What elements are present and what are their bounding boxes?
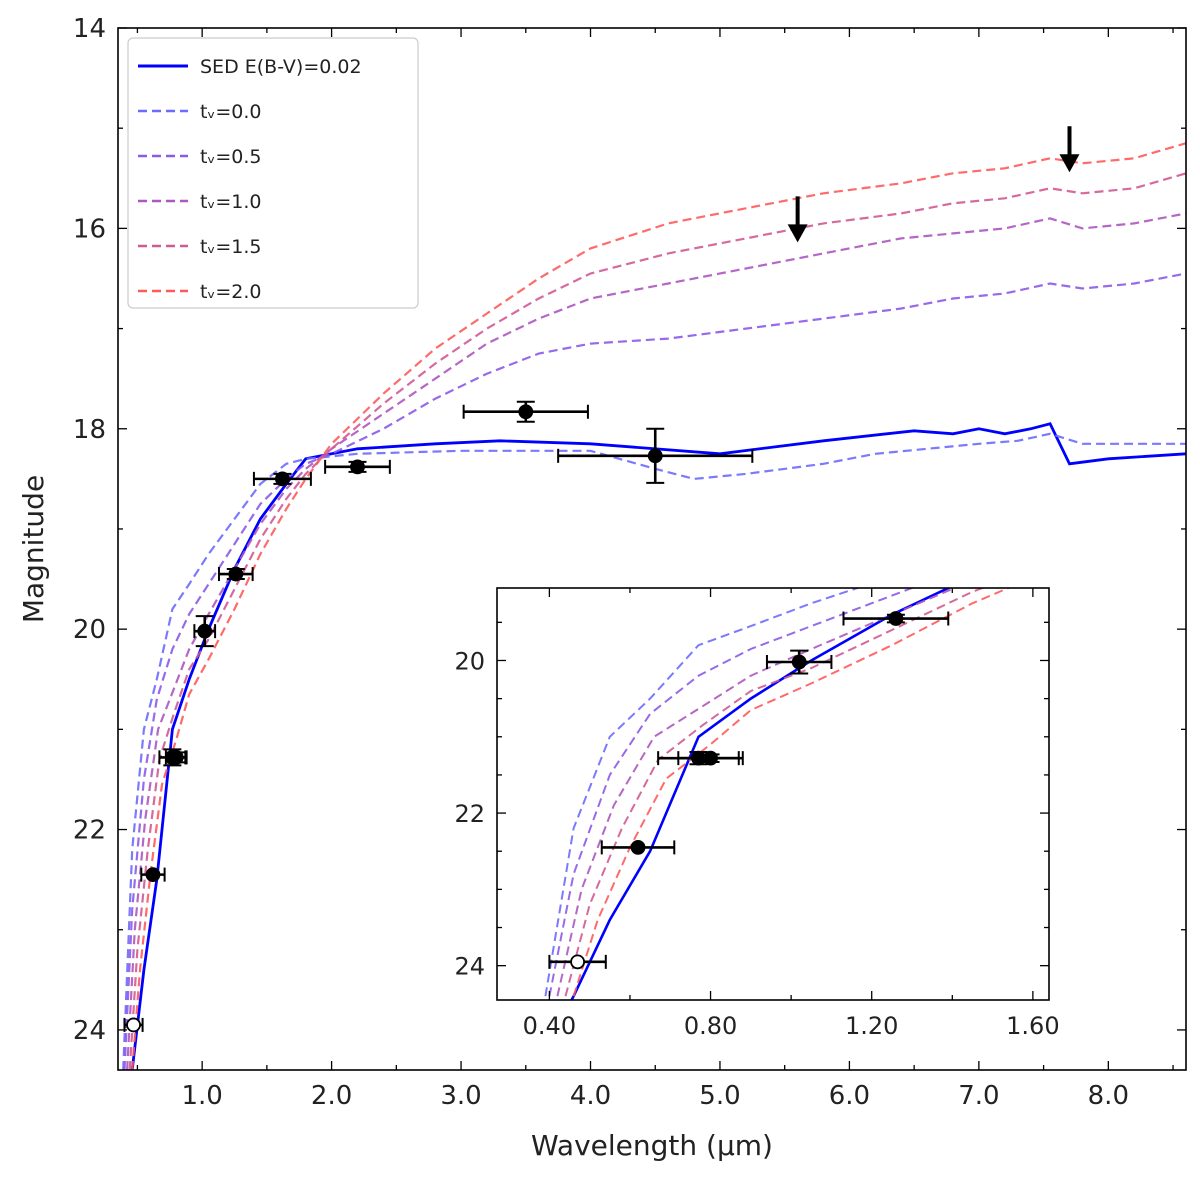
x-tick-label: 8.0 xyxy=(1088,1081,1129,1111)
y-tick-label: 22 xyxy=(73,816,106,846)
inset-plot: 0.40 0.80 1.20 1.60 20 22 24 xyxy=(454,530,1200,1040)
data-point xyxy=(123,1017,144,1033)
y-axis-title: Magnitude xyxy=(17,475,50,623)
x-tick-label: 5.0 xyxy=(699,1081,740,1111)
data-point xyxy=(1174,530,1200,544)
data-marker xyxy=(350,459,365,475)
inset-curves xyxy=(544,588,1011,1000)
data-marker xyxy=(1034,540,1047,553)
legend-label: SED E(B-V)=0.02 xyxy=(200,56,362,78)
data-point xyxy=(600,840,676,855)
series-line-2 xyxy=(123,272,1186,1070)
data-point xyxy=(462,400,589,423)
series-line-5 xyxy=(131,142,1186,1070)
legend-label: tᵥ=0.5 xyxy=(200,146,262,168)
plot-frame xyxy=(117,27,1187,1071)
data-marker xyxy=(570,954,585,970)
upper-limit-head xyxy=(787,224,808,243)
x-tick-label: 1.20 xyxy=(845,1012,898,1040)
data-point xyxy=(324,459,391,475)
y-tick-label: 24 xyxy=(73,1016,106,1046)
series-line-2 xyxy=(548,588,915,997)
data-point xyxy=(557,427,754,484)
plot-frame xyxy=(496,587,1050,1001)
data-point xyxy=(842,611,950,626)
legend-label: tᵥ=1.0 xyxy=(200,191,262,213)
upper-limit-arrow xyxy=(1059,126,1080,173)
main-curves xyxy=(122,142,1186,1070)
data-marker xyxy=(647,448,663,464)
series-line-1 xyxy=(544,588,861,997)
upper-limit-head xyxy=(1059,154,1080,173)
data-point xyxy=(217,566,254,582)
x-tick-label: 0.80 xyxy=(684,1012,737,1040)
main-axes: 1.0 2.0 3.0 4.0 5.0 6.0 7.0 8.0 14 16 18 20 22 24 xyxy=(73,14,1187,1111)
data-marker xyxy=(145,867,161,883)
legend-box xyxy=(127,37,419,309)
legend-label: tᵥ=0.0 xyxy=(200,101,262,123)
data-point xyxy=(677,750,744,766)
series-line-5 xyxy=(572,588,1011,997)
inset-axes: 0.40 0.80 1.20 1.60 20 22 24 xyxy=(454,587,1060,1040)
data-marker xyxy=(518,404,534,420)
y-tick-label: 14 xyxy=(73,14,106,44)
series-line-0 xyxy=(570,588,952,1000)
y-tick-label: 22 xyxy=(454,800,485,828)
data-marker xyxy=(630,840,646,855)
series-line-4 xyxy=(128,172,1186,1070)
data-point xyxy=(952,539,1129,553)
legend-label: tᵥ=1.5 xyxy=(200,236,262,258)
data-marker xyxy=(703,750,718,766)
data-point xyxy=(193,615,217,648)
x-axis-title: Wavelength (μm) xyxy=(531,1129,773,1162)
data-marker xyxy=(168,750,184,765)
upper-limit-arrow xyxy=(787,196,808,243)
data-point xyxy=(252,471,312,487)
series-line-3 xyxy=(126,212,1186,1070)
data-marker xyxy=(197,623,213,639)
data-point xyxy=(140,867,166,883)
x-tick-label: 3.0 xyxy=(440,1081,481,1111)
series-line-0 xyxy=(130,422,1186,1070)
x-tick-label: 1.0 xyxy=(181,1081,222,1111)
x-tick-label: 6.0 xyxy=(829,1081,870,1111)
y-tick-label: 16 xyxy=(73,214,106,244)
data-marker xyxy=(228,566,244,582)
inset-background xyxy=(497,588,1049,1000)
y-tick-label: 20 xyxy=(454,647,485,675)
x-tick-label: 0.40 xyxy=(523,1012,576,1040)
data-marker xyxy=(791,654,807,670)
x-tick-label: 1.60 xyxy=(1006,1012,1059,1040)
inset-data-points xyxy=(548,530,1200,970)
x-tick-label: 2.0 xyxy=(311,1081,352,1111)
data-point xyxy=(548,954,607,970)
legend-label: tᵥ=2.0 xyxy=(200,281,262,303)
data-marker xyxy=(126,1017,141,1033)
data-marker xyxy=(275,471,290,487)
series-line-3 xyxy=(556,588,958,997)
series-line-1 xyxy=(122,432,1186,1070)
data-point xyxy=(765,649,833,675)
y-tick-label: 24 xyxy=(454,953,485,981)
data-marker xyxy=(888,611,904,626)
y-tick-label: 18 xyxy=(73,415,106,445)
main-data-points xyxy=(123,126,1080,1033)
x-tick-label: 4.0 xyxy=(570,1081,611,1111)
x-tick-label: 7.0 xyxy=(958,1081,999,1111)
legend: SED E(B-V)=0.02 tᵥ=0.0 tᵥ=0.5 tᵥ=1.0 tᵥ=1.5 t… xyxy=(127,37,419,309)
y-tick-label: 20 xyxy=(73,615,106,645)
data-point xyxy=(164,750,188,765)
